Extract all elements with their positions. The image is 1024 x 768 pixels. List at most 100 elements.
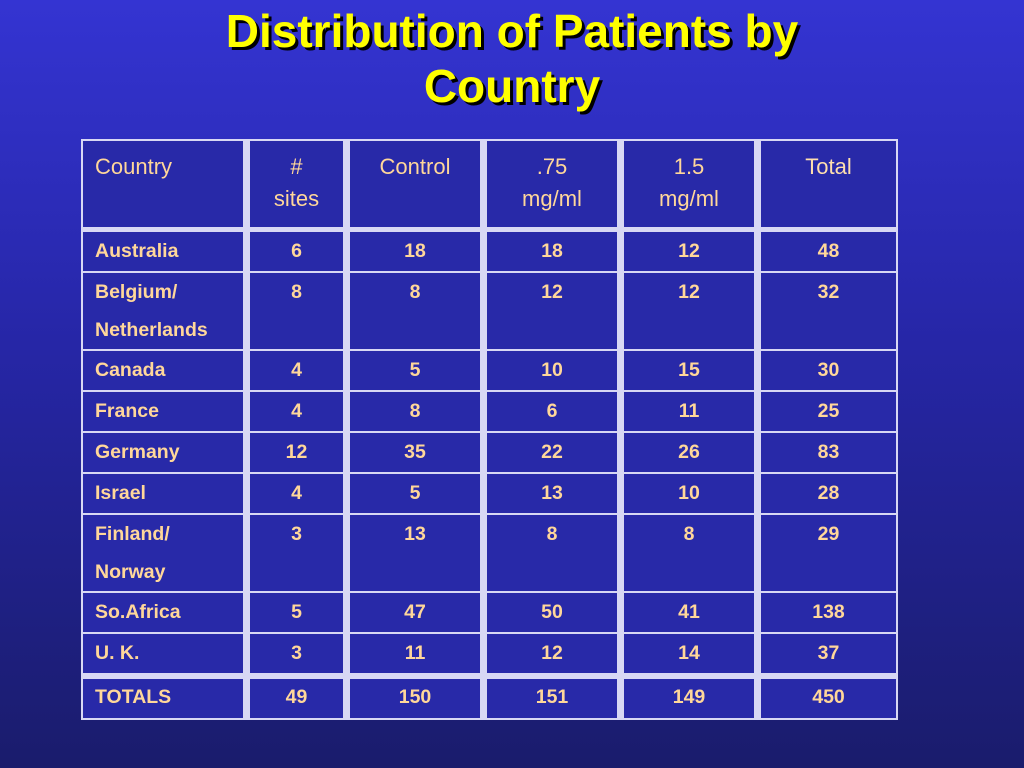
- table-header-row: Country # sites Control .75 mg/ml 1.5 mg/ml Tota…: [81, 139, 898, 232]
- country-cell-line: U. K.: [95, 642, 140, 664]
- header-dose-075: .75 mg/ml: [487, 139, 624, 232]
- dose-15-cell: 41: [624, 593, 761, 634]
- total-cell: 30: [761, 351, 898, 392]
- totals-total-cell: 450: [761, 675, 898, 720]
- dose-15-cell: 12: [624, 232, 761, 273]
- totals-label-cell: TOTALS: [81, 675, 250, 720]
- control-cell: 18: [350, 232, 487, 273]
- header-country: Country: [81, 139, 250, 232]
- sites-cell: 6: [250, 232, 350, 273]
- country-cell: Israel: [81, 474, 250, 515]
- sites-cell: 4: [250, 392, 350, 433]
- header-sites-line: sites: [273, 186, 320, 211]
- dose-15-cell: 10: [624, 474, 761, 515]
- total-cell: 29: [761, 515, 898, 593]
- slide-title-line-1: Distribution of Patients by: [225, 5, 799, 57]
- header-dose-15: 1.5 mg/ml: [624, 139, 761, 232]
- slide-title: Distribution of Patients by Country: [0, 4, 1024, 114]
- totals-sites-cell: 49: [250, 675, 350, 720]
- country-cell-line: Finland/: [95, 523, 170, 545]
- header-dose-15-line: mg/ml: [659, 186, 719, 211]
- sites-cell: 4: [250, 474, 350, 515]
- table-row: U. K. 3 11 12 14 37: [81, 634, 898, 675]
- dose-15-cell: 14: [624, 634, 761, 675]
- header-dose-075-line: .75: [536, 154, 568, 179]
- total-cell: 37: [761, 634, 898, 675]
- sites-cell: 4: [250, 351, 350, 392]
- dose-075-cell: 12: [487, 634, 624, 675]
- header-control: Control: [350, 139, 487, 232]
- table-row: France 4 8 6 11 25: [81, 392, 898, 433]
- patients-by-country-table: Country # sites Control .75 mg/ml 1.5 mg/ml Tota…: [81, 139, 898, 720]
- country-cell-line: Germany: [95, 441, 180, 463]
- table-row: Finland/Norway 3 13 8 8 29: [81, 515, 898, 593]
- control-cell: 35: [350, 433, 487, 474]
- table-row: So.Africa 5 47 50 41 138: [81, 593, 898, 634]
- dose-15-cell: 8: [624, 515, 761, 593]
- dose-075-cell: 22: [487, 433, 624, 474]
- country-cell-line: Netherlands: [95, 319, 208, 341]
- control-cell: 8: [350, 392, 487, 433]
- country-cell: So.Africa: [81, 593, 250, 634]
- control-cell: 13: [350, 515, 487, 593]
- header-sites: # sites: [250, 139, 350, 232]
- dose-075-cell: 50: [487, 593, 624, 634]
- total-cell: 32: [761, 273, 898, 351]
- table-row: Canada 4 5 10 15 30: [81, 351, 898, 392]
- sites-cell: 8: [250, 273, 350, 351]
- control-cell: 47: [350, 593, 487, 634]
- dose-075-cell: 18: [487, 232, 624, 273]
- dose-15-cell: 26: [624, 433, 761, 474]
- header-country-line: Country: [95, 154, 173, 179]
- dose-075-cell: 12: [487, 273, 624, 351]
- sites-cell: 3: [250, 634, 350, 675]
- dose-075-cell: 10: [487, 351, 624, 392]
- dose-15-cell: 12: [624, 273, 761, 351]
- sites-cell: 5: [250, 593, 350, 634]
- table-row: Israel 4 5 13 10 28: [81, 474, 898, 515]
- control-cell: 8: [350, 273, 487, 351]
- table-row: Germany 12 35 22 26 83: [81, 433, 898, 474]
- totals-dose-15-cell: 149: [624, 675, 761, 720]
- country-cell-line: So.Africa: [95, 601, 181, 623]
- country-cell-line: Canada: [95, 359, 166, 381]
- total-cell: 25: [761, 392, 898, 433]
- control-cell: 5: [350, 351, 487, 392]
- country-cell: France: [81, 392, 250, 433]
- totals-dose-075-cell: 151: [487, 675, 624, 720]
- sites-cell: 3: [250, 515, 350, 593]
- total-cell: 138: [761, 593, 898, 634]
- country-cell: Germany: [81, 433, 250, 474]
- sites-cell: 12: [250, 433, 350, 474]
- header-dose-15-line: 1.5: [673, 154, 705, 179]
- country-cell-line: Australia: [95, 240, 179, 262]
- totals-row: TOTALS 49 150 151 149 450: [81, 675, 898, 720]
- control-cell: 11: [350, 634, 487, 675]
- country-cell: U. K.: [81, 634, 250, 675]
- header-dose-075-line: mg/ml: [522, 186, 582, 211]
- dose-15-cell: 15: [624, 351, 761, 392]
- country-cell-line: France: [95, 400, 159, 422]
- table-row: Australia 6 18 18 12 48: [81, 232, 898, 273]
- total-cell: 48: [761, 232, 898, 273]
- country-cell: Belgium/Netherlands: [81, 273, 250, 351]
- slide-title-line-2: Country: [423, 60, 601, 112]
- total-cell: 28: [761, 474, 898, 515]
- header-total-line: Total: [805, 154, 852, 179]
- header-total: Total: [761, 139, 898, 232]
- dose-075-cell: 8: [487, 515, 624, 593]
- total-cell: 83: [761, 433, 898, 474]
- country-cell-line: Belgium/: [95, 281, 178, 303]
- header-control-line: Control: [379, 154, 451, 179]
- country-cell-line: Israel: [95, 482, 146, 504]
- country-cell: Canada: [81, 351, 250, 392]
- country-cell-line: Norway: [95, 561, 166, 583]
- dose-075-cell: 6: [487, 392, 624, 433]
- country-cell: Australia: [81, 232, 250, 273]
- header-sites-line: #: [290, 154, 303, 179]
- country-cell: Finland/Norway: [81, 515, 250, 593]
- table-row: Belgium/Netherlands 8 8 12 12 32: [81, 273, 898, 351]
- totals-control-cell: 150: [350, 675, 487, 720]
- dose-15-cell: 11: [624, 392, 761, 433]
- dose-075-cell: 13: [487, 474, 624, 515]
